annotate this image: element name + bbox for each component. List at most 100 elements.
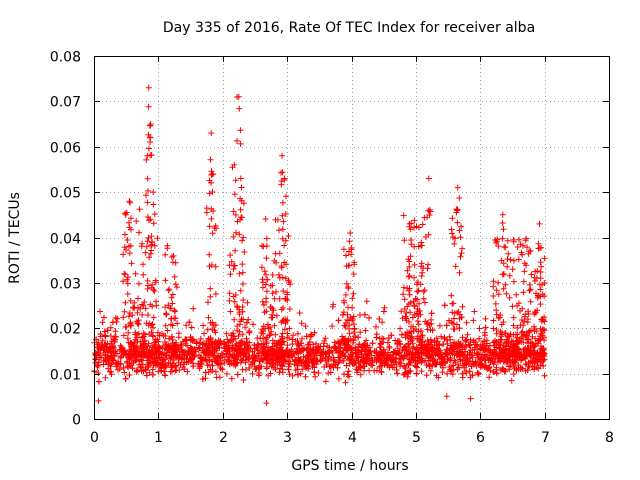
- data-point: [289, 372, 296, 379]
- data-point: [495, 243, 502, 250]
- data-point: [147, 216, 154, 223]
- data-point: [240, 234, 247, 241]
- data-point: [211, 322, 218, 329]
- data-point: [459, 344, 466, 351]
- data-point: [398, 360, 405, 367]
- data-point: [487, 342, 493, 349]
- data-point: [238, 356, 245, 362]
- data-point: [136, 206, 143, 213]
- data-point: [533, 290, 539, 297]
- data-point: [490, 368, 497, 375]
- data-point: [355, 349, 362, 356]
- data-point: [513, 346, 520, 353]
- data-point: [212, 357, 219, 363]
- data-point: [239, 269, 246, 276]
- data-point: [267, 324, 273, 331]
- data-point: [281, 326, 288, 333]
- data-point: [322, 335, 329, 342]
- data-point: [227, 271, 234, 278]
- data-point: [404, 267, 411, 274]
- data-point: [520, 278, 527, 285]
- data-point: [457, 234, 464, 241]
- data-point: [154, 329, 161, 336]
- data-point: [344, 316, 351, 323]
- data-point: [284, 342, 291, 349]
- data-point: [401, 237, 408, 244]
- data-point: [245, 355, 252, 362]
- data-point: [228, 258, 235, 265]
- data-point: [302, 323, 309, 330]
- data-point: [422, 318, 429, 325]
- data-point: [125, 329, 132, 336]
- data-point: [467, 358, 474, 365]
- data-point: [531, 323, 537, 330]
- data-point: [242, 324, 249, 331]
- data-point: [510, 314, 517, 321]
- data-point: [95, 339, 102, 346]
- data-point: [510, 238, 517, 245]
- data-point: [152, 355, 159, 362]
- tick-layer: 0 0.01 0.02 0.03 0.04 0.05 0.06 0.07 0.08 0 1 2 3 4 5 6…: [50, 50, 614, 447]
- data-point: [351, 259, 358, 266]
- data-point: [410, 323, 417, 330]
- data-point: [107, 347, 114, 354]
- data-point: [514, 302, 521, 309]
- data-point: [378, 350, 385, 357]
- data-point: [352, 333, 359, 340]
- data-point: [225, 358, 232, 365]
- data-point: [343, 252, 349, 259]
- data-point: [237, 206, 244, 213]
- data-point: [438, 354, 445, 361]
- data-point: [252, 356, 259, 363]
- data-point: [369, 357, 376, 364]
- data-point: [453, 207, 460, 214]
- data-point: [510, 278, 517, 285]
- data-point: [291, 361, 298, 368]
- data-point: [190, 305, 197, 312]
- data-point: [208, 215, 215, 222]
- data-point: [490, 278, 497, 285]
- data-point: [229, 164, 236, 171]
- data-point: [506, 294, 513, 301]
- data-point: [103, 358, 110, 365]
- data-point: [269, 345, 276, 352]
- data-point: [207, 293, 214, 300]
- data-point: [330, 301, 337, 308]
- data-point: [212, 291, 219, 297]
- data-point: [532, 309, 539, 316]
- data-point: [175, 330, 182, 337]
- data-point: [269, 351, 276, 358]
- data-point: [305, 352, 312, 359]
- data-point: [260, 335, 267, 342]
- data-point: [279, 330, 286, 337]
- data-point: [228, 337, 235, 344]
- data-point: [514, 324, 521, 331]
- data-point: [303, 358, 310, 365]
- data-point: [271, 295, 278, 302]
- data-point: [413, 363, 419, 370]
- data-point: [263, 271, 269, 278]
- data-point: [496, 314, 503, 321]
- data-point: [379, 335, 386, 342]
- data-point: [345, 304, 351, 311]
- data-point: [467, 395, 474, 402]
- data-point: [528, 271, 535, 278]
- data-point: [128, 362, 135, 369]
- data-point: [95, 397, 102, 404]
- data-point: [540, 317, 547, 323]
- data-point: [387, 354, 394, 361]
- data-point: [209, 189, 216, 195]
- data-point: [164, 242, 171, 249]
- data-point: [514, 244, 521, 250]
- data-point: [101, 314, 107, 321]
- data-point: [379, 349, 386, 356]
- data-point: [206, 190, 213, 197]
- data-point: [237, 127, 244, 134]
- data-point: [420, 288, 427, 295]
- data-point: [346, 238, 353, 245]
- data-point: [120, 364, 127, 371]
- data-point: [262, 336, 269, 343]
- data-point: [343, 339, 350, 346]
- data-point: [540, 326, 547, 333]
- data-point: [411, 311, 418, 318]
